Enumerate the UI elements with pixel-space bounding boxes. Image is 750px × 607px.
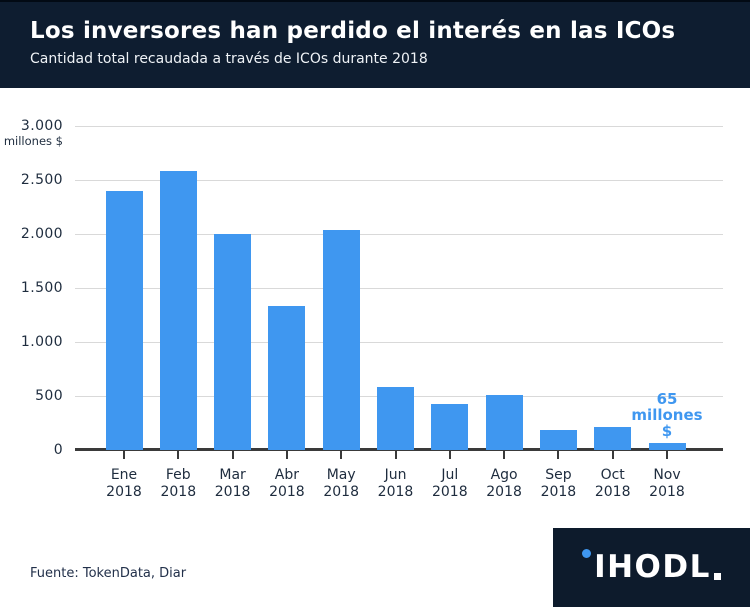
x-axis-tick <box>557 451 560 459</box>
x-tick-label: Feb 2018 <box>160 467 197 500</box>
y-tick-label: 500 <box>35 387 63 404</box>
x-tick-label: Jul 2018 <box>431 467 468 500</box>
logo-text: IHODL <box>594 549 711 585</box>
x-tick-label: Ago 2018 <box>486 467 522 500</box>
x-axis-tick <box>448 451 451 459</box>
logo-period-dot-icon <box>713 573 721 580</box>
x-axis-tick <box>123 451 125 459</box>
x-axis-tick <box>231 451 234 459</box>
x-tick-label: May 2018 <box>323 467 359 500</box>
source-note: Fuente: TokenData, Diar <box>30 566 187 581</box>
bar-jul-2018 <box>431 404 469 450</box>
bar-value-annotation: 65 millones $ <box>631 390 703 441</box>
x-axis-tick <box>394 451 397 459</box>
x-tick-label: Oct 2018 <box>594 467 631 500</box>
gridline <box>75 179 723 181</box>
bar-abr-2018 <box>268 306 306 450</box>
chart-subtitle: Cantidad total recaudada a través de ICO… <box>30 51 428 67</box>
bar-jun-2018 <box>377 386 414 450</box>
x-axis-tick <box>285 451 288 459</box>
ihodl-logo: IHODL <box>553 528 750 607</box>
y-tick-label: 2.500 <box>20 171 63 188</box>
y-axis-unit-label: millones $ <box>3 134 63 148</box>
x-tick-label: Sep 2018 <box>540 467 577 500</box>
bar-mar-2018 <box>214 233 252 450</box>
header: Los inversores han perdido el interés en… <box>0 0 750 88</box>
x-axis-tick <box>177 451 180 459</box>
y-tick-label: 2.000 <box>20 225 63 242</box>
x-tick-label: Abr 2018 <box>269 467 305 500</box>
bar-may-2018 <box>322 229 360 450</box>
bar-chart: 0 500 1.000 1.500 2.000 2.500 3.000 millones $ E… <box>0 88 750 525</box>
x-axis-tick <box>611 451 614 459</box>
x-tick-label: Ene 2018 <box>106 467 142 500</box>
x-tick-label: Nov 2018 <box>649 467 685 500</box>
chart-title: Los inversores han perdido el interés en… <box>30 18 676 44</box>
y-tick-label: 3.000 <box>20 118 63 134</box>
x-axis-line <box>75 448 723 451</box>
bar-ago-2018 <box>485 395 523 450</box>
logo-dot-icon <box>582 549 592 558</box>
gridline <box>75 341 723 343</box>
bar-feb-2018 <box>159 171 197 450</box>
x-axis-tick <box>666 451 668 459</box>
x-axis-tick <box>340 451 343 459</box>
y-tick-label: 1.000 <box>20 333 63 350</box>
x-tick-label: Jun 2018 <box>377 467 414 500</box>
x-tick-label: Mar 2018 <box>214 467 251 500</box>
y-tick-label: 0 <box>53 441 63 458</box>
gridline <box>75 233 723 235</box>
gridline <box>75 287 723 289</box>
bar-oct-2018 <box>594 426 632 450</box>
gridline <box>75 126 723 127</box>
bar-nov-2018 <box>648 442 686 450</box>
bar-ene-2018 <box>105 190 143 450</box>
y-tick-label: 1.500 <box>20 279 63 296</box>
bar-sep-2018 <box>539 430 577 450</box>
x-axis-tick <box>503 451 506 459</box>
